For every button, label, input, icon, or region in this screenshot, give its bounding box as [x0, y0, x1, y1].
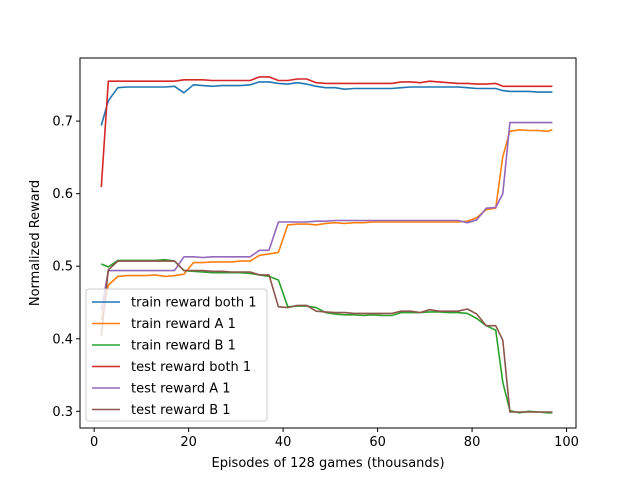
- legend-label: train reward B 1: [131, 339, 236, 354]
- y-axis: 0.3 0.4 0.5 0.6 0.7: [52, 115, 80, 420]
- y-axis-label: Normalized Reward: [28, 180, 43, 306]
- x-tick-label: 0: [90, 435, 98, 450]
- series-line-4: [100, 76, 553, 188]
- y-tick-label: 0.5: [52, 260, 73, 275]
- x-tick-label: 60: [369, 435, 386, 450]
- y-tick-label: 0.3: [52, 405, 73, 420]
- legend-label: train reward A 1: [131, 317, 236, 332]
- legend-label: test reward A 1: [131, 382, 231, 397]
- x-axis: 0 20 40 60 80 100: [90, 428, 579, 450]
- y-tick-label: 0.7: [52, 115, 73, 130]
- series-lines: [100, 76, 553, 414]
- legend-box: [85, 288, 268, 422]
- y-tick-label: 0.6: [52, 187, 73, 202]
- legend: train reward both 1 train reward A 1 train…: [85, 288, 268, 422]
- x-tick-label: 80: [464, 435, 481, 450]
- x-tick-label: 100: [554, 435, 579, 450]
- series-line-1: [100, 81, 553, 126]
- series-line-5: [100, 121, 553, 311]
- x-axis-label: Episodes of 128 games (thousands): [211, 456, 444, 471]
- legend-label: train reward both 1: [131, 296, 257, 311]
- legend-label: test reward both 1: [131, 360, 251, 375]
- series-line-6: [100, 260, 553, 413]
- legend-label: test reward B 1: [131, 403, 231, 418]
- x-tick-label: 40: [275, 435, 292, 450]
- x-tick-label: 20: [180, 435, 197, 450]
- plot-frame: [79, 57, 577, 429]
- y-tick-label: 0.4: [52, 332, 73, 347]
